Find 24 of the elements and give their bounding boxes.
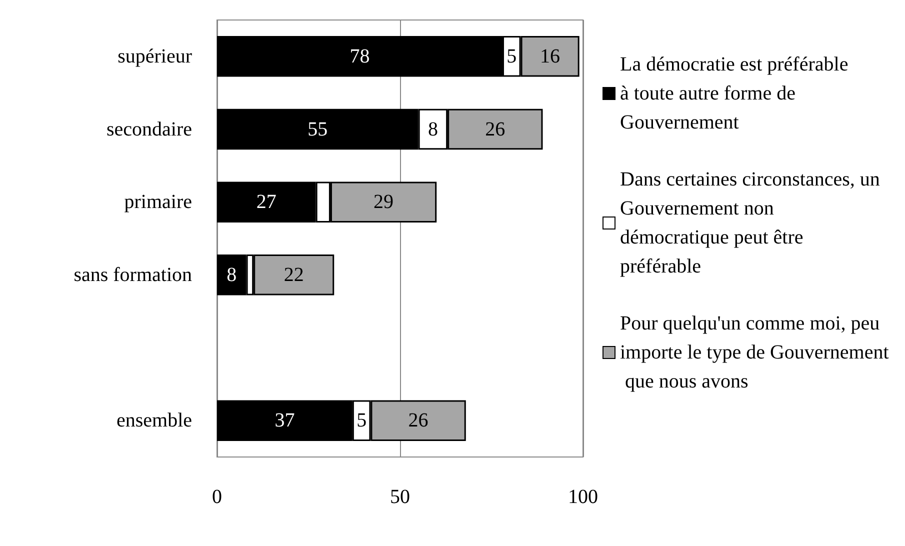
- data-label: 8: [428, 118, 438, 140]
- y-tick-label: secondaire: [106, 118, 192, 140]
- legend-label: Pour quelqu'un comme moi, peu importe le type de Gouvernement que nous avons: [620, 312, 890, 392]
- y-tick-label: sans formation: [74, 264, 192, 286]
- data-label: 5: [506, 45, 517, 68]
- data-label: 26: [408, 410, 428, 432]
- x-tick-label: 50: [390, 486, 410, 508]
- data-label: 27: [256, 191, 276, 214]
- data-label: 55: [308, 118, 328, 140]
- data-label: 8: [226, 264, 237, 286]
- data-label: 5: [356, 410, 367, 432]
- data-label: 29: [374, 191, 394, 214]
- data-label: 37: [274, 410, 295, 432]
- y-tick-label: ensemble: [116, 410, 192, 432]
- data-label: 16: [540, 45, 560, 68]
- x-tick-label: 0: [212, 486, 222, 508]
- data-label: 78: [350, 45, 370, 68]
- y-tick-label: supérieur: [118, 45, 192, 68]
- legend-label: Dans certaines circonstances, un Gouvernement non démocratique peut être préférable: [620, 168, 885, 278]
- data-label: 22: [284, 264, 304, 286]
- legend-label: La démocratie est préférable à toute autre forme de Gouvernement: [620, 54, 854, 134]
- y-tick-label: primaire: [124, 191, 192, 214]
- x-tick-label: 100: [568, 486, 598, 508]
- data-label: 26: [485, 118, 506, 140]
